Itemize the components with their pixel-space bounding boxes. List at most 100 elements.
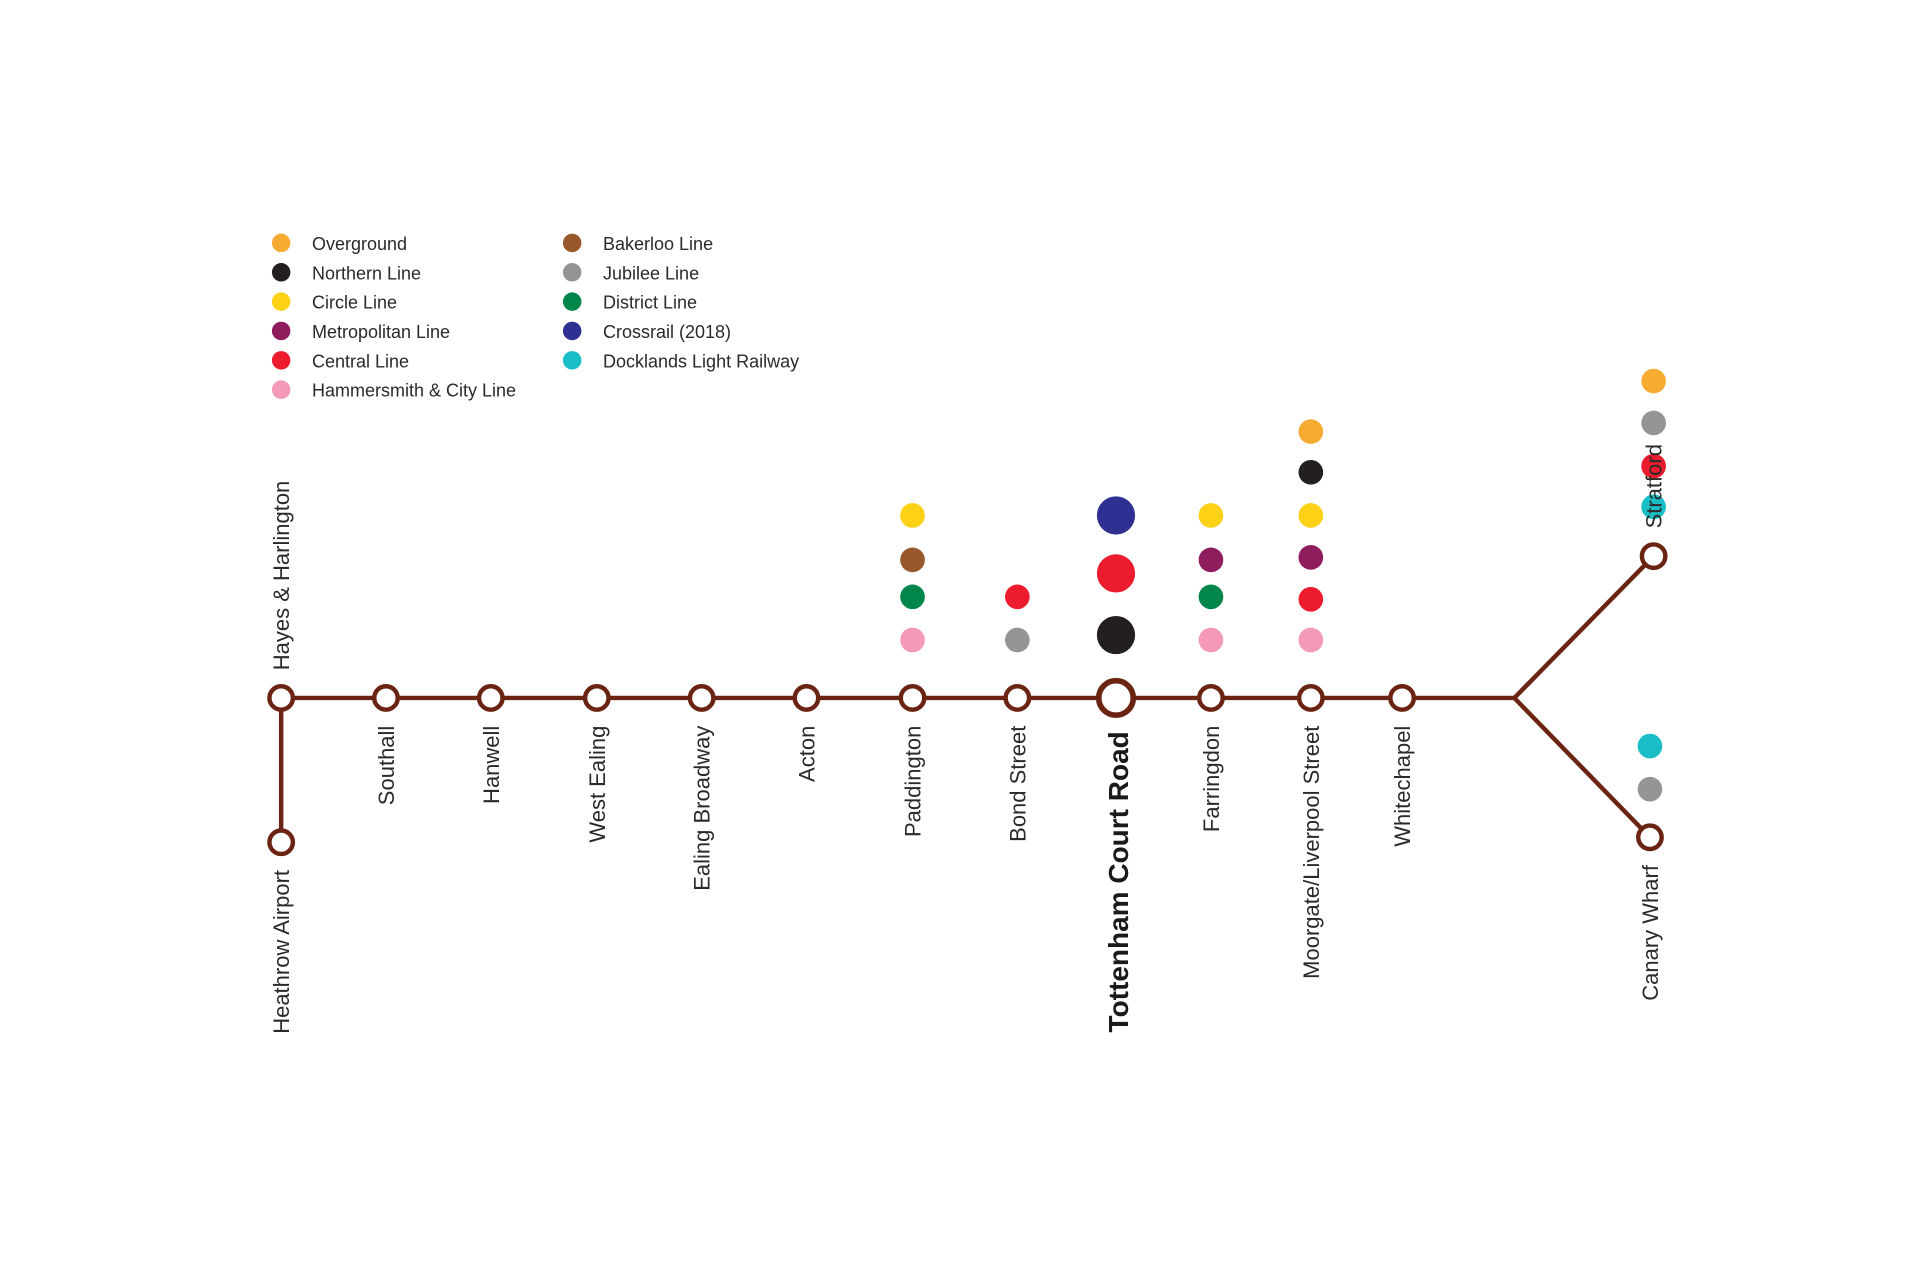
legend-item-metropolitan-line: Metropolitan Line [271,321,450,342]
interchange-dot-metropolitan-line [1298,545,1324,570]
station-label: Tottenham Court Road [1103,731,1134,1032]
interchange-dot-bakerloo-line [900,547,925,573]
station-label: Whitechapel [1390,726,1415,847]
station-label: Stratford [1642,444,1667,528]
legend-item-circle-line: Circle Line [271,292,397,313]
station-paddington[interactable]: Paddington [898,684,927,837]
interchange-dot-hammersmith-city-line [1298,627,1324,653]
interchange-dot-district-line [1198,584,1224,610]
interchange-dot-docklands-light-railway [1637,733,1663,759]
station-label: Moorgate/Liverpool Street [1299,726,1324,979]
station-marker[interactable] [1003,684,1032,712]
interchange-dot-overground [1641,368,1666,394]
interchange-dot-district-line [900,584,925,610]
legend: Overground Northern Line Circle Line Metrop… [271,233,799,401]
station-farringdon[interactable]: Farringdon [1197,684,1225,832]
station-label: Hanwell [479,726,504,804]
station-label: Bond Street [1005,726,1030,842]
legend-label: Docklands Light Railway [603,351,799,371]
legend-swatch [271,233,291,253]
legend-swatch [562,263,582,282]
station-marker[interactable] [372,684,400,712]
station-canary-wharf[interactable]: Canary Wharf [1636,823,1664,1001]
stations: Hayes & Harlington Heathrow Airport Southa… [267,444,1668,1034]
legend-label: Northern Line [312,263,421,283]
interchange-dot-circle-line [1298,503,1324,528]
station-heathrow-airport[interactable]: Heathrow Airport [267,828,296,1034]
legend-swatch [562,321,582,341]
interchanges-canary-wharf [1637,733,1663,802]
station-whitechapel[interactable]: Whitechapel [1388,684,1417,847]
legend-swatch [562,233,582,253]
legend-label: Circle Line [312,293,397,313]
crossrail-track [278,553,1656,845]
station-marker[interactable] [1296,684,1325,712]
interchange-dot-central-line [1005,584,1030,610]
station-label: Acton [794,726,819,782]
station-marker[interactable] [1639,542,1668,571]
legend-label: Overground [312,234,407,254]
station-marker[interactable] [582,684,611,712]
station-label: Farringdon [1199,726,1224,832]
station-label: Southall [374,726,399,806]
interchanges-paddington [900,503,925,653]
interchange-dot-central-line [1096,554,1136,593]
station-southall[interactable]: Southall [372,684,400,806]
legend-item-hammersmith-city-line: Hammersmith & City Line [271,380,516,401]
interchange-dot-northern-line [1298,459,1324,485]
legend-label: Central Line [312,351,409,371]
station-marker[interactable] [1197,684,1225,712]
station-tottenham-court-road[interactable]: Tottenham Court Road [1095,677,1137,1033]
station-bond-street[interactable]: Bond Street [1003,684,1032,842]
interchange-dot-circle-line [900,503,925,528]
station-marker[interactable] [792,684,821,712]
station-hayes-harlington[interactable]: Hayes & Harlington [267,481,296,712]
station-marker[interactable] [267,684,296,712]
station-marker[interactable] [267,828,296,857]
legend-swatch [271,292,291,311]
interchange-dots [900,368,1666,802]
legend-swatch [271,351,291,370]
station-marker[interactable] [1095,677,1137,719]
station-label: Paddington [901,726,926,837]
legend-swatch [271,321,291,341]
interchanges-farringdon [1198,503,1224,653]
legend-item-jubilee-line: Jubilee Line [562,263,699,283]
station-label: Ealing Broadway [690,726,715,891]
station-moorgate-liverpool-street[interactable]: Moorgate/Liverpool Street [1296,684,1325,979]
interchange-dot-jubilee-line [1005,627,1030,653]
station-ealing-broadway[interactable]: Ealing Broadway [687,684,716,891]
track-lines [278,553,1656,845]
interchanges-moorgate-liverpool-street [1298,419,1324,653]
station-stratford[interactable]: Stratford [1639,444,1668,571]
legend-swatch [271,263,291,282]
interchange-dot-central-line [1641,453,1666,479]
interchange-dot-docklands-light-railway [1641,494,1666,520]
legend-item-bakerloo-line: Bakerloo Line [562,233,713,254]
interchange-dot-metropolitan-line [1198,547,1224,573]
station-marker[interactable] [1388,684,1417,712]
station-marker[interactable] [898,684,927,712]
station-label: Canary Wharf [1638,864,1663,1001]
station-hanwell[interactable]: Hanwell [476,684,505,804]
interchange-dot-jubilee-line [1641,410,1666,436]
legend-item-docklands-light-railway: Docklands Light Railway [562,351,799,371]
station-acton[interactable]: Acton [792,684,821,782]
legend-item-central-line: Central Line [271,351,409,371]
legend-swatch [271,380,291,399]
legend-item-overground: Overground [271,233,407,254]
station-marker[interactable] [1636,823,1664,852]
station-marker[interactable] [476,684,505,712]
legend-item-district-line: District Line [562,292,697,313]
legend-item-crossrail-2018: Crossrail (2018) [562,321,731,342]
station-marker[interactable] [687,684,716,712]
interchange-dot-hammersmith-city-line [1198,627,1224,653]
interchanges-stratford [1641,368,1666,520]
legend-label: Metropolitan Line [312,322,450,342]
station-label: Hayes & Harlington [269,481,294,671]
station-west-ealing[interactable]: West Ealing [582,684,611,843]
legend-swatch [562,351,582,370]
station-label: West Ealing [585,726,610,843]
